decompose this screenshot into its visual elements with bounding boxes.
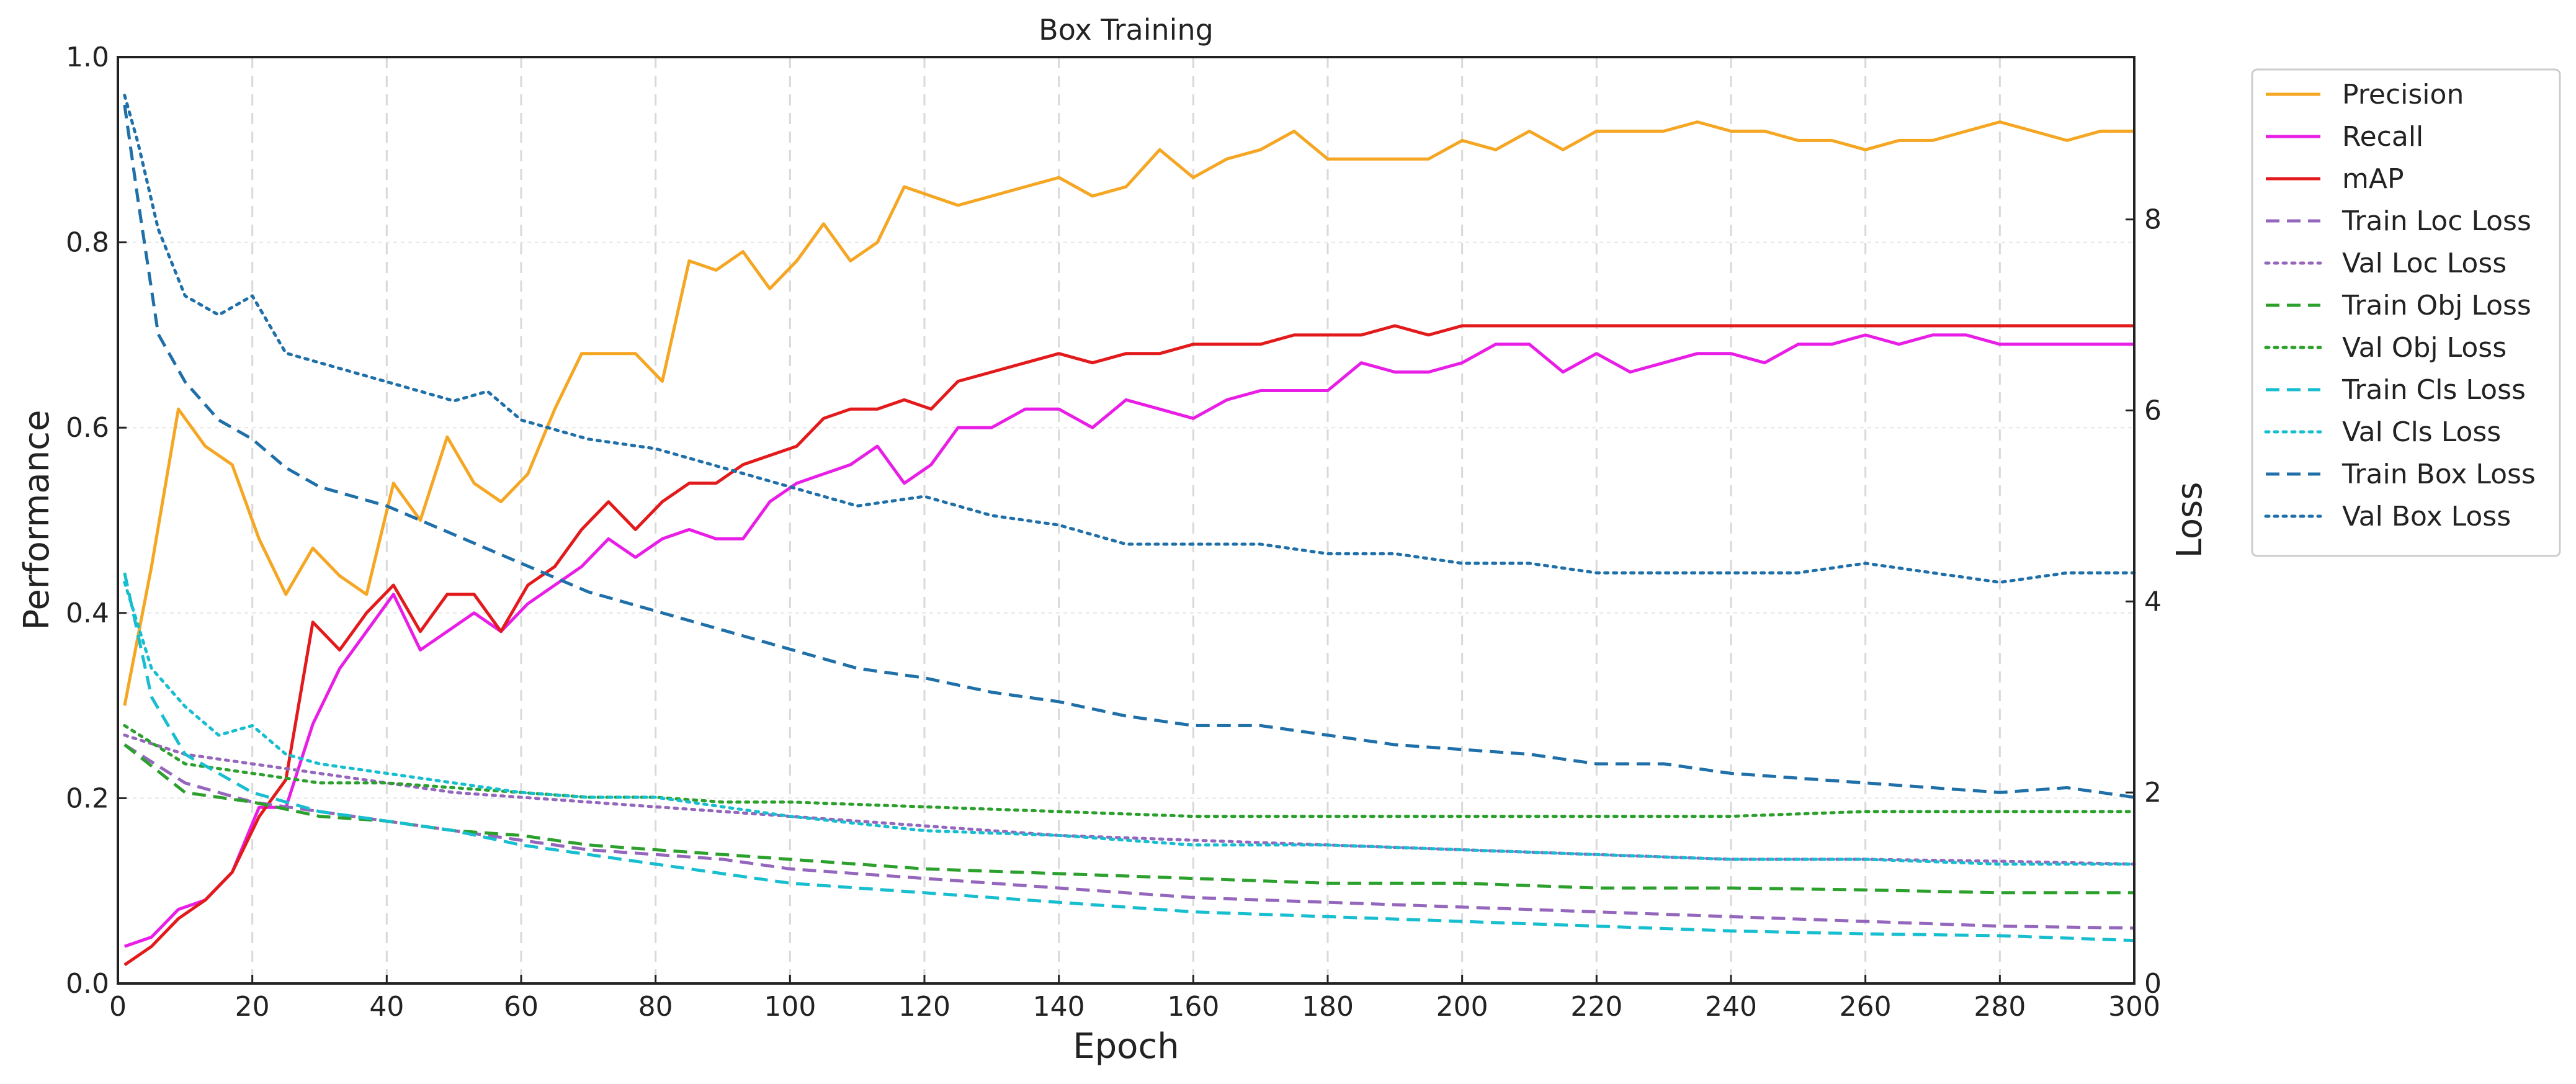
y2-tick-label: 8: [2144, 204, 2162, 236]
legend-box: [2251, 68, 2561, 557]
grid: [118, 57, 2134, 983]
x-tick-label: 160: [1167, 991, 1219, 1023]
series-line-recall: [123, 333, 2134, 948]
x-tick-label: 20: [235, 991, 270, 1023]
y-tick-label: 1.0: [66, 42, 109, 73]
y2-axis-label: Loss: [2170, 482, 2210, 558]
series-line-train-box-loss: [123, 104, 2135, 799]
chart-title: Box Training: [1039, 13, 1214, 47]
legend-label: Recall: [2342, 121, 2423, 153]
legend-label: Precision: [2342, 79, 2464, 110]
y-tick-label: 0.8: [66, 227, 109, 259]
legend-label: Train Loc Loss: [2341, 205, 2531, 237]
legend-label: Train Cls Loss: [2341, 374, 2526, 406]
series-line-val-cls-loss: [123, 581, 2136, 866]
legend-label: Val Loc Loss: [2342, 248, 2507, 279]
y-axis-label: Performance: [17, 410, 57, 630]
y-axis-left: 0.0 0.2 0.4 0.6 0.8 1.0: [66, 42, 127, 1000]
legend-label: mAP: [2342, 163, 2404, 195]
legend-label: Val Obj Loss: [2342, 332, 2507, 364]
y-axis-right: 0 2 4 6 8: [2126, 204, 2162, 1000]
y2-tick-label: 0: [2144, 968, 2162, 1000]
x-tick-label: 260: [1840, 991, 1892, 1023]
x-tick-label: 40: [369, 991, 404, 1023]
y-tick-label: 0.4: [66, 598, 109, 629]
legend-label: Train Box Loss: [2341, 459, 2536, 490]
plot-frame: [117, 56, 2135, 985]
x-tick-label: 0: [109, 991, 127, 1023]
series-line-val-obj-loss: [123, 723, 2136, 818]
legend: Precision Recall mAP Train Loc Loss Val Loc …: [2251, 68, 2561, 557]
legend-label: Train Obj Loss: [2341, 290, 2531, 321]
series-line-train-obj-loss: [123, 743, 2134, 895]
x-tick-label: 200: [1436, 991, 1488, 1023]
x-tick-label: 280: [1974, 991, 2026, 1023]
x-tick-label: 80: [638, 991, 673, 1023]
y2-tick-label: 2: [2144, 777, 2162, 809]
y-tick-label: 0.6: [66, 412, 109, 444]
series-line-precision: [123, 120, 2134, 706]
x-tick-label: 240: [1705, 991, 1757, 1023]
x-tick-label: 180: [1302, 991, 1354, 1023]
y2-tick-label: 6: [2144, 395, 2162, 426]
y-tick-label: 0.0: [66, 968, 109, 1000]
x-tick-label: 220: [1570, 991, 1622, 1023]
x-tick-label: 60: [504, 991, 539, 1023]
series-line-train-loc-loss: [123, 743, 2135, 930]
x-tick-label: 300: [2108, 991, 2160, 1023]
x-tick-label: 120: [898, 991, 950, 1023]
x-tick-label: 140: [1033, 991, 1085, 1023]
series-line-val-box-loss: [123, 94, 2136, 584]
x-tick-label: 100: [764, 991, 816, 1023]
y2-tick-label: 4: [2144, 586, 2162, 617]
legend-label: Val Cls Loss: [2342, 416, 2501, 448]
series-lines: [123, 94, 2136, 967]
legend-label: Val Box Loss: [2342, 501, 2511, 532]
y-tick-label: 0.2: [66, 782, 109, 814]
x-axis: 0 20 40 60 80 100 120 140 160 180 200 220 240 260 280 3…: [109, 975, 2160, 1023]
series-line-train-cls-loss: [123, 572, 2135, 943]
x-axis-label: Epoch: [1073, 1026, 1179, 1067]
series-line-map: [123, 324, 2134, 967]
